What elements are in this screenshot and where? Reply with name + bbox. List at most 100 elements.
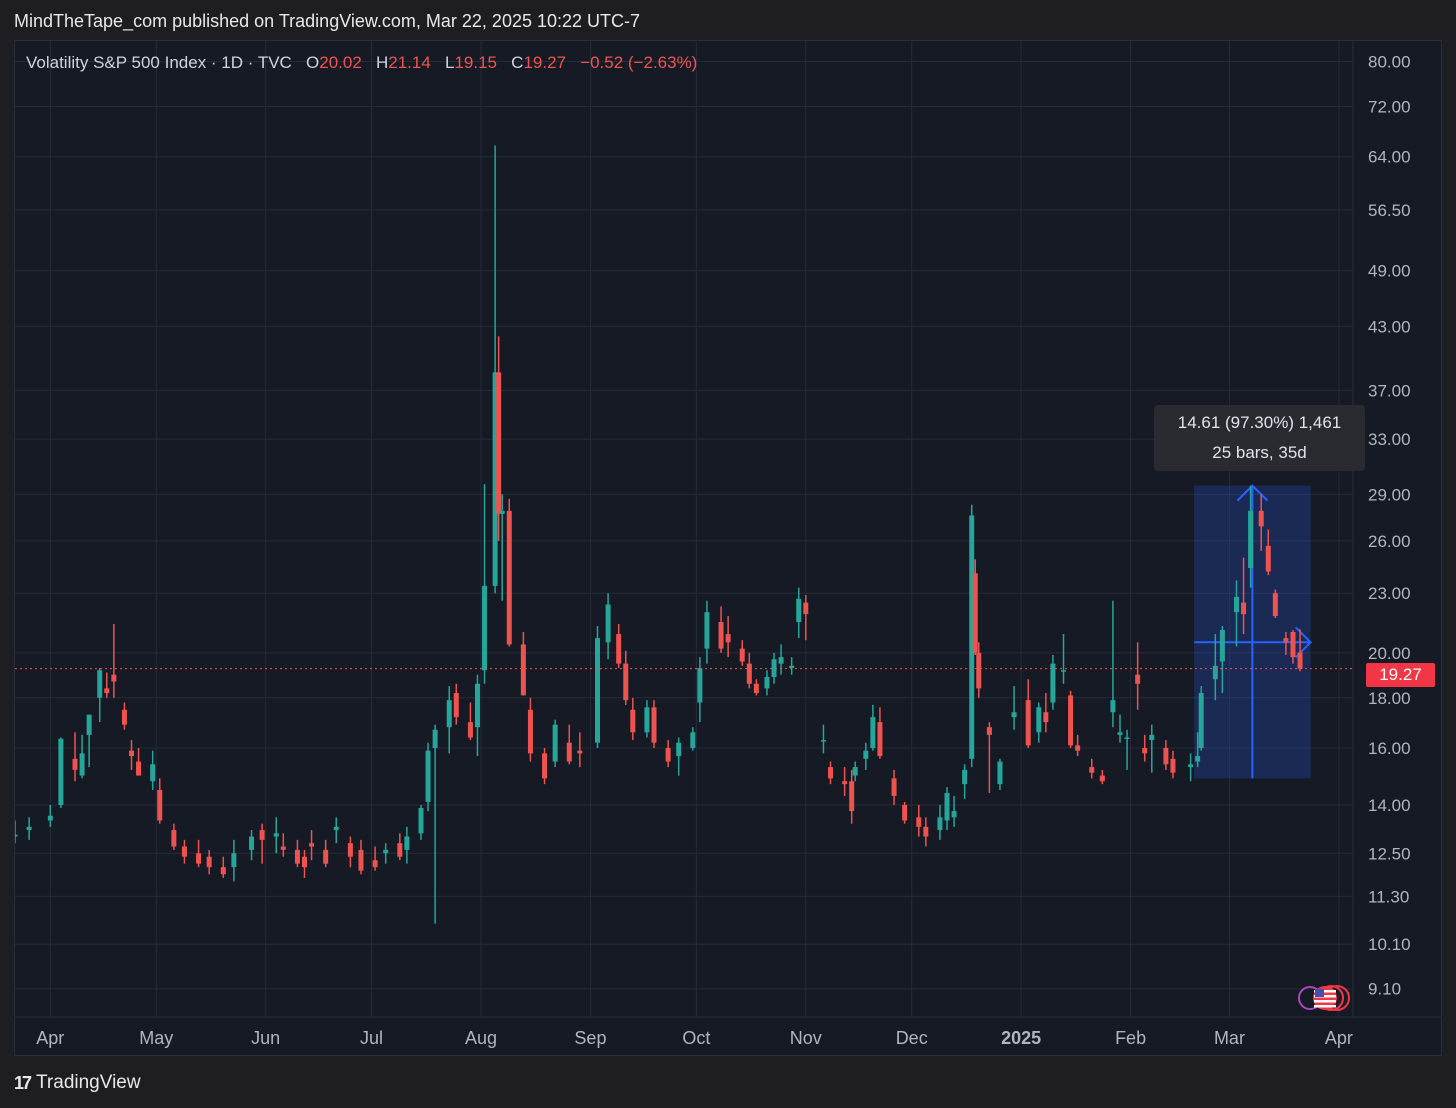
change-value: −0.52 (−2.63%) bbox=[580, 53, 698, 72]
candle-body bbox=[446, 700, 452, 728]
candle-body bbox=[1195, 756, 1201, 762]
candle bbox=[605, 593, 611, 660]
candle bbox=[301, 849, 307, 878]
candle bbox=[220, 856, 226, 878]
candle bbox=[446, 686, 452, 754]
candle bbox=[129, 740, 135, 770]
candle-body bbox=[104, 688, 110, 694]
x-tick-label: Mar bbox=[1214, 1028, 1245, 1048]
candle bbox=[1135, 642, 1141, 710]
candle bbox=[196, 839, 202, 868]
candle-body bbox=[986, 727, 992, 735]
chart-legend: Volatility S&P 500 Index · 1D · TVC O20.… bbox=[26, 53, 697, 73]
candle-body bbox=[1198, 693, 1204, 749]
candle bbox=[333, 817, 339, 844]
candle bbox=[803, 595, 809, 641]
y-tick-label: 72.00 bbox=[1368, 97, 1411, 116]
candle-body bbox=[1188, 764, 1194, 768]
candle bbox=[1025, 679, 1031, 749]
candle bbox=[796, 587, 802, 639]
candle bbox=[425, 742, 431, 812]
y-tick-label: 16.00 bbox=[1368, 739, 1411, 758]
x-tick-label: Apr bbox=[36, 1028, 64, 1048]
candle bbox=[690, 727, 696, 751]
candle-body bbox=[86, 714, 92, 735]
candle bbox=[383, 843, 389, 864]
flag-canton bbox=[1315, 989, 1324, 997]
footer-brand[interactable]: 17 TradingView bbox=[14, 1072, 141, 1094]
candle bbox=[1110, 600, 1116, 728]
candle-body bbox=[372, 860, 378, 868]
open-label: O bbox=[306, 53, 320, 72]
candlestick-chart[interactable]: 80.00 72.00 64.00 56.50 49.00 43.00 37.00 33.00… bbox=[15, 41, 1441, 1055]
candle-body bbox=[323, 849, 329, 864]
candle bbox=[72, 732, 78, 782]
candle-body bbox=[397, 843, 403, 857]
candle bbox=[86, 714, 92, 768]
candle-body bbox=[1142, 748, 1148, 754]
candle-body bbox=[97, 670, 103, 698]
candle bbox=[820, 724, 826, 754]
candle bbox=[58, 737, 64, 809]
chart-frame[interactable]: 80.00 72.00 64.00 56.50 49.00 43.00 37.00 33.00… bbox=[14, 40, 1442, 1056]
candle bbox=[231, 839, 237, 882]
flag-stripe bbox=[1314, 995, 1336, 998]
candle-body bbox=[15, 834, 18, 837]
candle-body bbox=[849, 781, 855, 812]
candle-body bbox=[157, 789, 163, 821]
candle bbox=[951, 795, 957, 827]
candle-body bbox=[280, 846, 286, 850]
candle-body bbox=[249, 836, 255, 850]
candle bbox=[1219, 625, 1225, 694]
candle-body bbox=[220, 867, 226, 875]
candle bbox=[849, 769, 855, 824]
candle bbox=[863, 742, 869, 770]
candle-body bbox=[231, 853, 237, 868]
candle bbox=[972, 559, 978, 655]
candle-body bbox=[1248, 510, 1254, 569]
candle bbox=[432, 724, 438, 924]
candle bbox=[997, 758, 1003, 790]
candle bbox=[1188, 753, 1194, 782]
candle-body bbox=[383, 849, 389, 854]
candle bbox=[1258, 494, 1264, 551]
measure-tooltip-line1: 14.61 (97.30%) 1,461 bbox=[1177, 413, 1342, 432]
candle bbox=[937, 804, 943, 840]
candle bbox=[644, 700, 650, 738]
candle bbox=[404, 826, 410, 864]
y-tick-label: 14.00 bbox=[1368, 796, 1411, 815]
measure-tooltip: 14.61 (97.30%) 1,461 25 bars, 35d bbox=[1154, 405, 1365, 471]
candle-body bbox=[425, 750, 431, 802]
candle-body bbox=[676, 742, 682, 757]
candle-body bbox=[301, 856, 307, 868]
candle bbox=[1124, 729, 1130, 770]
candle-body bbox=[552, 724, 558, 762]
candle-body bbox=[121, 709, 127, 725]
y-tick-label: 26.00 bbox=[1368, 532, 1411, 551]
y-tick-label: 11.30 bbox=[1368, 887, 1409, 906]
candle bbox=[1283, 632, 1289, 655]
candle-body bbox=[259, 830, 265, 840]
candle bbox=[725, 616, 731, 658]
candle bbox=[474, 674, 480, 757]
candle bbox=[26, 817, 32, 840]
candle-body bbox=[1265, 545, 1271, 572]
candle-body bbox=[273, 833, 279, 837]
candle bbox=[842, 767, 848, 796]
candle-body bbox=[997, 761, 1003, 785]
candle bbox=[753, 679, 759, 696]
candle bbox=[273, 817, 279, 854]
candle-body bbox=[347, 843, 353, 857]
candle-body bbox=[1043, 712, 1049, 723]
candle-body bbox=[358, 849, 364, 871]
candle-body bbox=[605, 604, 611, 643]
candle bbox=[1149, 724, 1155, 773]
candle bbox=[916, 804, 922, 837]
candle bbox=[1043, 693, 1049, 733]
y-tick-label: 18.00 bbox=[1368, 689, 1411, 708]
candle-body bbox=[1068, 695, 1074, 746]
candle-body bbox=[72, 758, 78, 770]
y-tick-label: 9.10 bbox=[1368, 980, 1401, 999]
candle-body bbox=[891, 778, 897, 796]
close-label: C bbox=[511, 53, 524, 72]
